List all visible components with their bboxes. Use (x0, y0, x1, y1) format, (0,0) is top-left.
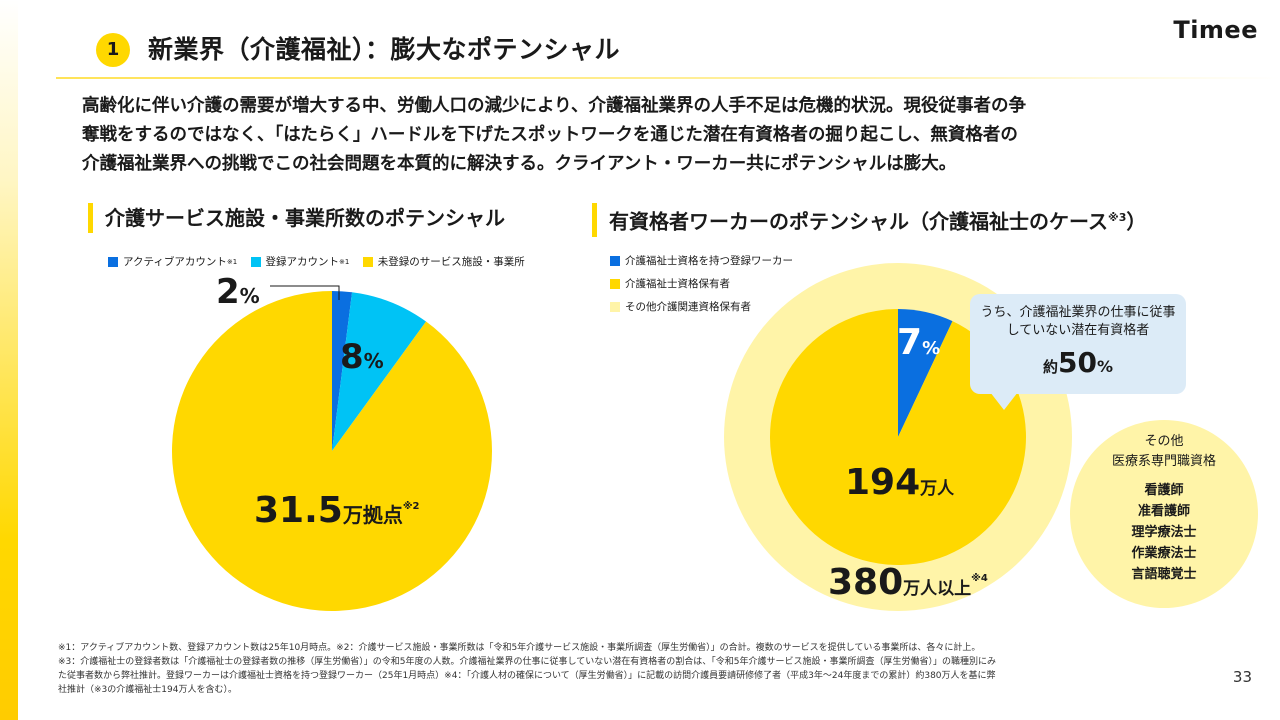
legend-swatch-light-yellow (610, 301, 620, 312)
qualification-item: 理学療法士 (1131, 525, 1197, 540)
label-total-facilities: 31.5万拠点※2 (254, 490, 420, 531)
label-unit: % (239, 284, 260, 308)
legend-item-other-care: その他介護関連資格保有者 (610, 299, 793, 314)
legend-label: 未登録のサービス施設・事業所 (377, 256, 525, 268)
label-certified-total: 194万人 (845, 462, 954, 503)
callout-number: 50 (1058, 346, 1097, 379)
pie-slice-unregistered-facilities (172, 291, 492, 612)
page-title: 新業界（介護福祉）：膨大なポテンシャル (148, 35, 621, 64)
label-registered-worker-pct: 7% (897, 322, 940, 363)
label-unit: % (363, 349, 384, 373)
intro-line: 奪戦をするのではなく、「はたらく」ハードルを下げたスポットワークを通じた潜在有資… (82, 125, 1018, 145)
other-title-line: その他 (1144, 434, 1184, 449)
footnote-line: た従事者数から弊社推計。登録ワーカーは介護福祉士資格を持つ登録ワーカー（25年1… (58, 671, 996, 681)
left-section-title-text: 介護サービス施設・事業所数のポテンシャル (105, 206, 505, 230)
other-qualification-list: 看護師 准看護師 理学療法士 作業療法士 言語聴覚士 (1070, 480, 1258, 585)
pie-slice-registered-workers (898, 309, 953, 437)
leader-line-2pct (270, 285, 340, 300)
legend-label: 登録アカウント (265, 256, 340, 268)
legend-label: その他介護関連資格保有者 (625, 301, 751, 313)
legend-label: 介護福祉士資格を持つ登録ワーカー (625, 255, 793, 267)
legend-swatch-blue (610, 255, 620, 266)
timee-logo: Timee (1173, 16, 1258, 44)
qualification-item: 准看護師 (1137, 504, 1190, 519)
footnote-line: ※3：介護福祉士の登録者数は「介護福祉士の登録者数の推移（厚生労働省）」の令和5… (58, 657, 996, 667)
legend-swatch-yellow (610, 278, 620, 289)
right-section-title-end: ） (1126, 209, 1147, 234)
legend-item-unregistered: 未登録のサービス施設・事業所 (362, 254, 525, 269)
pie-slice-registered-accounts (332, 292, 427, 451)
footnotes: ※1：アクティブアカウント数、登録アカウント数は25年10月時点。※2：介護サー… (58, 641, 1198, 697)
right-section-title: 有資格者ワーカーのポテンシャル（介護福祉士のケース※3） (592, 203, 1146, 237)
label-value: 380 (828, 562, 904, 603)
qualification-item: 看護師 (1144, 483, 1184, 498)
label-unit: 万人以上 (903, 579, 972, 599)
right-section-title-text: 有資格者ワーカーのポテンシャル（介護福祉士のケース (609, 209, 1108, 234)
qualification-item: 言語聴覚士 (1131, 567, 1197, 582)
label-value: 2 (216, 272, 240, 312)
legend-item-active: アクティブアカウント ※1 (108, 254, 237, 269)
label-value: 7 (897, 322, 923, 363)
legend-item-registered-worker: 介護福祉士資格を持つ登録ワーカー (610, 253, 793, 268)
page-number: 33 (1232, 668, 1252, 686)
callout-line: うち、介護福祉業界の仕事に従事 (980, 305, 1176, 320)
label-active-pct: 2% (216, 272, 260, 312)
legend-swatch-blue (108, 256, 118, 267)
label-registered-pct: 8% (340, 337, 384, 377)
label-value: 194 (845, 462, 921, 503)
legend-item-certified: 介護福祉士資格保有者 (610, 276, 793, 291)
label-note: ※2 (402, 501, 420, 512)
left-accent-bar (0, 0, 18, 720)
other-title-line: 医療系専門職資格 (1111, 454, 1216, 469)
qualification-item: 作業療法士 (1131, 546, 1197, 561)
label-unit: 万拠点 (342, 503, 403, 527)
section-number-badge: 1 (96, 33, 130, 67)
footnote-line: 社推計（※3の介護福祉士194万人を含む）。 (58, 685, 237, 695)
right-section-title-note: ※3 (1108, 211, 1127, 224)
legend-label: アクティブアカウント (123, 256, 227, 268)
left-legend: アクティブアカウント ※1 登録アカウント ※1 未登録のサービス施設・事業所 (108, 254, 535, 270)
other-medical-qualifications: その他 医療系専門職資格 看護師 准看護師 理学療法士 作業療法士 言語聴覚士 (1070, 420, 1258, 608)
footnote-line: ※1：アクティブアカウント数、登録アカウント数は25年10月時点。※2：介護サー… (58, 643, 981, 653)
intro-line: 介護福祉業界への挑戦でこの社会問題を本質的に解決する。クライアント・ワーカー共に… (82, 154, 957, 174)
pie-slice-certified-holders (769, 309, 1026, 566)
callout-prefix: 約 (1042, 358, 1058, 376)
left-section-title: 介護サービス施設・事業所数のポテンシャル (88, 203, 505, 233)
intro-line: 高齢化に伴い介護の需要が増大する中、労働人口の減少により、介護福祉業界の人手不足… (82, 96, 1026, 116)
label-unit: % (922, 338, 941, 359)
label-value: 8 (340, 337, 364, 377)
pie-slice-active-accounts (332, 291, 353, 451)
label-value: 31.5 (254, 490, 343, 531)
legend-swatch-yellow (362, 256, 373, 267)
label-unit: 万人 (920, 479, 955, 499)
header-divider (56, 77, 1280, 79)
callout-unit: % (1096, 357, 1113, 376)
label-other-care-total: 380万人以上※4 (828, 562, 988, 603)
callout-text: うち、介護福祉業界の仕事に従事 していない潜在有資格者 (970, 294, 1186, 340)
callout-value: 約50% (970, 346, 1186, 379)
legend-swatch-cyan (250, 256, 261, 267)
other-title: その他 医療系専門職資格 (1070, 432, 1258, 472)
left-pie-chart (172, 291, 492, 612)
legend-note: ※1 (226, 257, 238, 266)
right-pie-chart (769, 309, 1026, 566)
callout-pointer (990, 392, 1018, 410)
right-legend: 介護福祉士資格を持つ登録ワーカー 介護福祉士資格保有者 その他介護関連資格保有者 (610, 253, 803, 322)
potential-callout: うち、介護福祉業界の仕事に従事 していない潜在有資格者 約50% (970, 294, 1186, 394)
intro-paragraph: 高齢化に伴い介護の需要が増大する中、労働人口の減少により、介護福祉業界の人手不足… (82, 92, 1202, 179)
legend-item-registered: 登録アカウント ※1 (250, 254, 350, 269)
label-note: ※4 (971, 573, 988, 584)
callout-line: していない潜在有資格者 (1006, 323, 1150, 338)
legend-note: ※1 (339, 257, 350, 266)
legend-label: 介護福祉士資格保有者 (625, 278, 730, 290)
